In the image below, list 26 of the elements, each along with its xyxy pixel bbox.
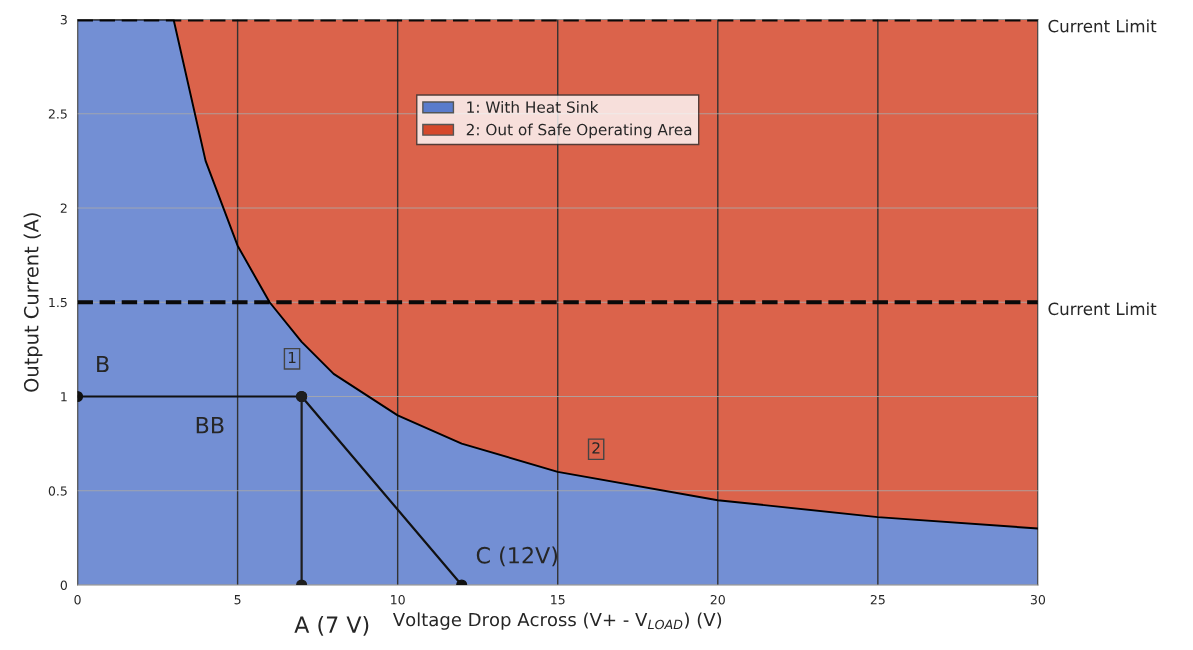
annotation: A (7 V) xyxy=(294,615,369,636)
x-tick-label: 15 xyxy=(551,595,565,605)
annotation: 1 xyxy=(288,351,296,364)
annotation: C (12V) xyxy=(476,546,558,567)
x-tick-label: 5 xyxy=(234,595,241,605)
y-tick-label: 2 xyxy=(60,203,67,213)
x-tick-label: 0 xyxy=(74,594,81,605)
y-tick-label: 1 xyxy=(61,392,67,402)
x-tick-label: 20 xyxy=(710,594,725,605)
annotation: 2 xyxy=(592,442,600,454)
y-axis-title: Output Current (A) xyxy=(23,213,43,392)
annotation: B xyxy=(97,355,109,373)
x-tick-label: 10 xyxy=(391,594,405,605)
y-tick-label: 3 xyxy=(60,14,67,25)
x-tick-label: 25 xyxy=(870,594,885,605)
legend-label: 2: Out of Safe Operating Area xyxy=(466,123,692,139)
x-axis-title: Voltage Drop Across (V+ - V$_{LOAD}$) (V) xyxy=(392,612,722,630)
y-tick-label: 0 xyxy=(60,580,67,590)
legend-label: 1: With Heat Sink xyxy=(467,101,599,113)
x-tick-label: 30 xyxy=(1030,594,1046,605)
y-tick-label: 1.5 xyxy=(49,297,67,308)
annotation: BB xyxy=(196,416,224,434)
ref-line-label: Current Limit xyxy=(1048,19,1157,33)
y-tick-label: 2.5 xyxy=(48,109,67,119)
ref-line-label: Current Limit xyxy=(1048,302,1157,316)
y-tick-label: 0.5 xyxy=(48,486,67,496)
